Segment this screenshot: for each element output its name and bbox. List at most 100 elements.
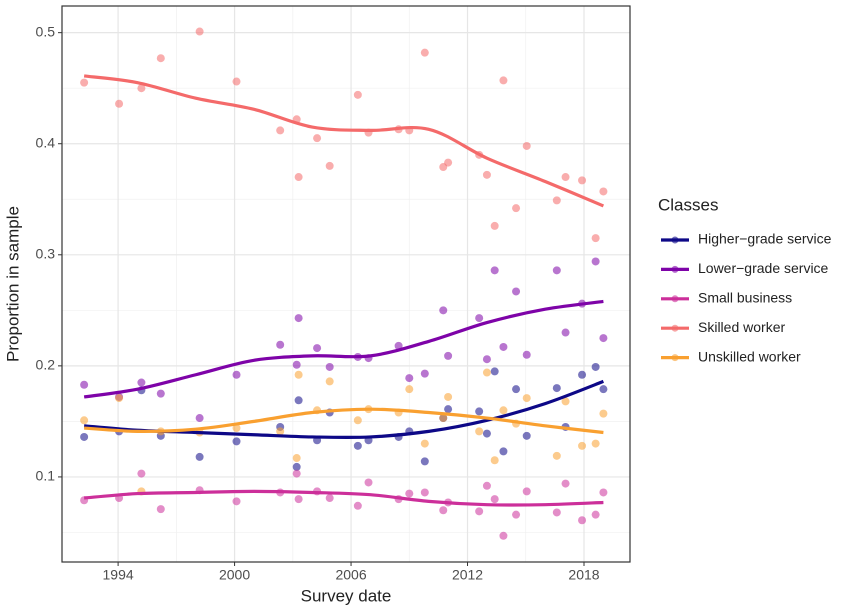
point (353, 416, 362, 425)
point (420, 488, 429, 497)
point (232, 77, 241, 86)
point (475, 407, 484, 416)
point (294, 314, 303, 323)
x-tick-label: 2012 (452, 567, 483, 583)
point (578, 370, 587, 379)
point (482, 170, 491, 179)
point (490, 367, 499, 376)
point (292, 469, 301, 478)
point (325, 362, 334, 371)
legend-point (671, 354, 679, 362)
point (490, 221, 499, 230)
point (156, 389, 165, 398)
point (599, 187, 608, 196)
point (499, 76, 508, 85)
x-tick-label: 2018 (568, 567, 599, 583)
point (490, 495, 499, 504)
legend-label: Unskilled worker (698, 348, 801, 364)
point (522, 431, 531, 440)
point (552, 196, 561, 205)
trend-line (83, 299, 604, 399)
point (499, 342, 508, 351)
point (439, 414, 448, 423)
y-tick-label: 0.3 (36, 245, 56, 261)
point (156, 505, 165, 514)
point (475, 507, 484, 516)
point (294, 173, 303, 182)
point (591, 439, 600, 448)
point (195, 414, 204, 423)
x-tick-label: 2006 (335, 567, 366, 583)
point (115, 99, 124, 108)
point (439, 306, 448, 315)
point (232, 424, 241, 433)
point (482, 368, 491, 377)
point (522, 394, 531, 403)
y-tick-label: 0.5 (36, 23, 56, 39)
point (137, 378, 146, 387)
point (599, 409, 608, 418)
point (591, 362, 600, 371)
point (499, 406, 508, 415)
legend-point (671, 324, 679, 332)
legend-point (671, 236, 679, 244)
point (294, 370, 303, 379)
point (552, 384, 561, 393)
point (578, 441, 587, 450)
trend-line (83, 74, 605, 208)
point (420, 369, 429, 378)
point (325, 377, 334, 386)
point (552, 451, 561, 460)
point (292, 454, 301, 463)
point (561, 328, 570, 337)
point (405, 385, 414, 394)
point (115, 394, 124, 403)
point (353, 90, 362, 99)
point (591, 257, 600, 266)
y-tick-label: 0.1 (36, 468, 56, 484)
point (292, 462, 301, 471)
point (232, 437, 241, 446)
point (294, 396, 303, 405)
legend-label: Skilled worker (698, 319, 785, 335)
point (561, 173, 570, 182)
legend-label: Lower−grade service (698, 260, 829, 276)
point (353, 441, 362, 450)
point (420, 48, 429, 57)
point (475, 427, 484, 436)
point (482, 481, 491, 490)
point (512, 510, 521, 519)
point (552, 266, 561, 275)
point (512, 287, 521, 296)
legend-point (671, 295, 679, 303)
point (80, 380, 89, 389)
legend-label: Higher−grade service (698, 231, 832, 247)
point (439, 506, 448, 515)
point (325, 161, 334, 170)
point (292, 360, 301, 369)
point (522, 350, 531, 359)
trend-line (83, 489, 604, 507)
point (137, 469, 146, 478)
x-tick-label: 1994 (103, 567, 134, 583)
point (405, 489, 414, 498)
point (364, 478, 373, 487)
point (80, 78, 89, 87)
x-axis-label: Survey date (301, 586, 392, 605)
point (599, 334, 608, 343)
point (232, 370, 241, 379)
point (561, 397, 570, 406)
y-tick-label: 0.2 (36, 357, 56, 373)
point (512, 204, 521, 213)
point (156, 54, 165, 63)
point (591, 510, 600, 519)
y-axis-label: Proportion in sample (3, 206, 22, 362)
point (294, 495, 303, 504)
point (499, 531, 508, 540)
y-tick-label: 0.4 (36, 134, 56, 150)
point (313, 134, 322, 143)
point (80, 416, 89, 425)
point (475, 314, 484, 323)
trend-line (84, 407, 604, 435)
